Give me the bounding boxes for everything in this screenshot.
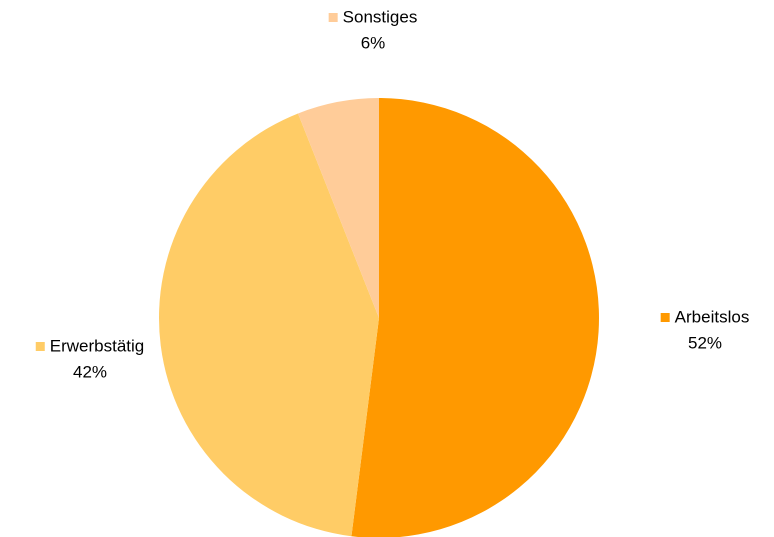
pie-slice [351, 98, 599, 537]
slice-value-label: 52% [688, 333, 722, 352]
slice-label: Arbeitslos [675, 307, 750, 326]
slice-label: Erwerbstätig [50, 336, 144, 355]
legend-swatch [35, 342, 45, 351]
slice-label: Sonstiges [343, 7, 418, 26]
pie-slice [158, 113, 379, 537]
pie-slice [298, 98, 379, 318]
slice-value-label: 42% [73, 362, 107, 381]
legend-swatch [660, 313, 670, 322]
legend-swatch [328, 13, 338, 22]
slice-value-label: 6% [361, 33, 386, 52]
